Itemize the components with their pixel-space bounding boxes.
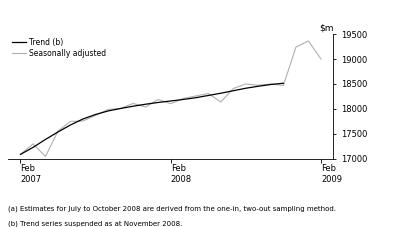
Legend: Trend (b), Seasonally adjusted: Trend (b), Seasonally adjusted: [12, 38, 106, 58]
Text: (a) Estimates for July to October 2008 are derived from the one-in, two-out samp: (a) Estimates for July to October 2008 a…: [8, 205, 336, 212]
Text: $m: $m: [319, 24, 333, 33]
Text: (b) Trend series suspended as at November 2008.: (b) Trend series suspended as at Novembe…: [8, 220, 182, 227]
